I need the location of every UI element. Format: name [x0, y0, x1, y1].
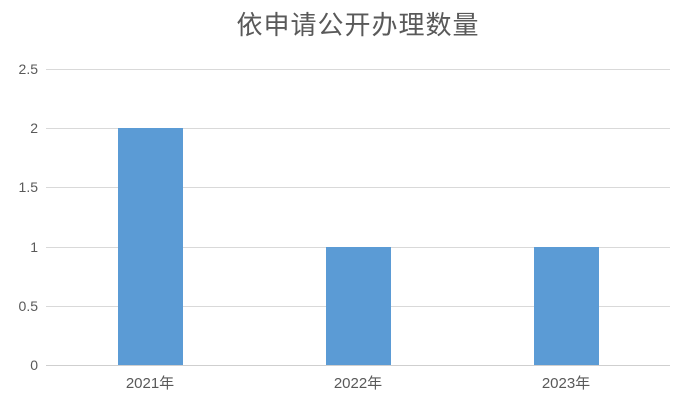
y-tick-label: 1: [30, 239, 38, 255]
gridline: [46, 69, 670, 70]
x-axis-label: 2022年: [333, 375, 383, 392]
bar: [326, 247, 391, 365]
y-tick-label: 2.5: [18, 61, 38, 77]
x-axis-label: 2023年: [541, 375, 591, 392]
gridline: [46, 128, 670, 129]
y-tick-label: 0.5: [18, 298, 38, 314]
y-tick-label: 2: [30, 120, 38, 136]
bar: [118, 128, 183, 365]
y-tick-label: 1.5: [18, 179, 38, 195]
gridline: [46, 187, 670, 188]
y-tick-label: 0: [30, 357, 38, 373]
bar: [534, 247, 599, 365]
chart-title: 依申请公开办理数量: [236, 10, 480, 40]
x-axis-label: 2021年: [125, 375, 175, 392]
x-axis-line: [46, 365, 670, 366]
